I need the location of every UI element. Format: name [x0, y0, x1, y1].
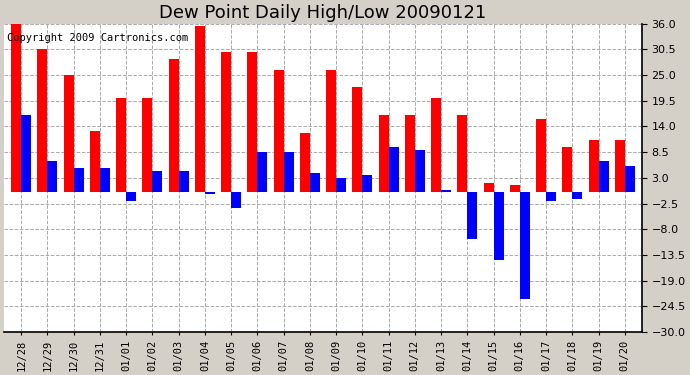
Bar	[152, 171, 162, 192]
Bar	[562, 147, 572, 192]
Bar	[100, 168, 110, 192]
Bar	[169, 59, 179, 192]
Bar	[379, 115, 388, 192]
Bar	[74, 168, 83, 192]
Bar	[248, 52, 257, 192]
Bar	[536, 120, 546, 192]
Bar	[362, 176, 373, 192]
Bar	[126, 192, 136, 201]
Bar	[221, 52, 231, 192]
Bar	[179, 171, 188, 192]
Bar	[37, 50, 48, 192]
Bar	[467, 192, 477, 238]
Bar	[546, 192, 556, 201]
Bar	[415, 150, 425, 192]
Bar	[195, 26, 205, 192]
Bar	[598, 162, 609, 192]
Bar	[457, 115, 467, 192]
Title: Dew Point Daily High/Low 20090121: Dew Point Daily High/Low 20090121	[159, 4, 486, 22]
Bar	[284, 152, 294, 192]
Bar	[431, 99, 441, 192]
Text: Copyright 2009 Cartronics.com: Copyright 2009 Cartronics.com	[8, 33, 188, 43]
Bar	[388, 147, 399, 192]
Bar	[48, 162, 57, 192]
Bar	[510, 185, 520, 192]
Bar	[589, 141, 598, 192]
Bar	[63, 75, 74, 192]
Bar	[615, 141, 625, 192]
Bar	[493, 192, 504, 260]
Bar	[336, 178, 346, 192]
Bar	[116, 99, 126, 192]
Bar	[310, 173, 320, 192]
Bar	[625, 166, 635, 192]
Bar	[11, 24, 21, 192]
Bar	[231, 192, 241, 208]
Bar	[274, 70, 284, 192]
Bar	[90, 131, 100, 192]
Bar	[484, 183, 493, 192]
Bar	[142, 99, 152, 192]
Bar	[21, 115, 31, 192]
Bar	[326, 70, 336, 192]
Bar	[441, 189, 451, 192]
Bar	[300, 134, 310, 192]
Bar	[405, 115, 415, 192]
Bar	[353, 87, 362, 192]
Bar	[205, 192, 215, 194]
Bar	[520, 192, 530, 299]
Bar	[257, 152, 268, 192]
Bar	[572, 192, 582, 199]
